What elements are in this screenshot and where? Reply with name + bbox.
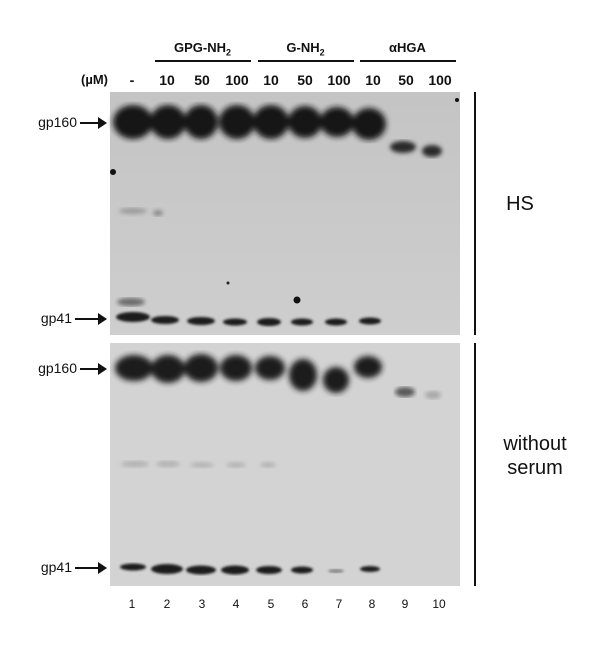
group-label-ahga: αHGA bbox=[389, 40, 426, 55]
conc-9: 50 bbox=[398, 72, 414, 88]
lane-number-9: 9 bbox=[401, 597, 409, 611]
lane-number-5: 5 bbox=[267, 597, 275, 611]
panel-label-without-serum: without serum bbox=[490, 432, 580, 480]
panel-label-hs: HS bbox=[506, 193, 534, 215]
band-label-gp160-top: gp160 bbox=[38, 114, 77, 130]
conc-7: 100 bbox=[327, 72, 351, 88]
arrow-gp160-bottom bbox=[80, 363, 107, 375]
lane-number-1: 1 bbox=[128, 597, 136, 611]
conc-3: 50 bbox=[194, 72, 210, 88]
group-label-gpg: GPG-NH2 bbox=[173, 40, 231, 58]
arrow-gp41-top bbox=[75, 313, 107, 325]
conc-5: 10 bbox=[263, 72, 279, 88]
unit-label: (µM) bbox=[81, 72, 108, 87]
lane-number-7: 7 bbox=[335, 597, 343, 611]
conc-4: 100 bbox=[225, 72, 249, 88]
group-label-g: G-NH2 bbox=[286, 40, 325, 58]
panel-label-serum: serum bbox=[507, 457, 563, 479]
conc-1: - bbox=[129, 72, 135, 88]
lane-number-3: 3 bbox=[198, 597, 206, 611]
lane-number-6: 6 bbox=[301, 597, 309, 611]
panel-label-without: without bbox=[503, 433, 567, 455]
band-label-gp41-top: gp41 bbox=[40, 310, 72, 326]
bracket-hs bbox=[474, 92, 476, 335]
arrow-gp160-top bbox=[80, 117, 107, 129]
conc-6: 50 bbox=[297, 72, 313, 88]
group-line-ahga bbox=[360, 60, 456, 62]
arrow-gp41-bottom bbox=[75, 562, 107, 574]
group-line-gpg bbox=[155, 60, 251, 62]
bracket-without-serum bbox=[474, 343, 476, 586]
group-line-g bbox=[258, 60, 354, 62]
conc-2: 10 bbox=[159, 72, 175, 88]
conc-10: 100 bbox=[428, 72, 452, 88]
band-label-gp160-bottom: gp160 bbox=[38, 360, 77, 376]
conc-8: 10 bbox=[365, 72, 381, 88]
band-label-gp41-bottom: gp41 bbox=[40, 559, 72, 575]
lane-number-4: 4 bbox=[232, 597, 240, 611]
lane-number-8: 8 bbox=[368, 597, 376, 611]
lane-number-10: 10 bbox=[432, 597, 446, 611]
lane-number-2: 2 bbox=[163, 597, 171, 611]
